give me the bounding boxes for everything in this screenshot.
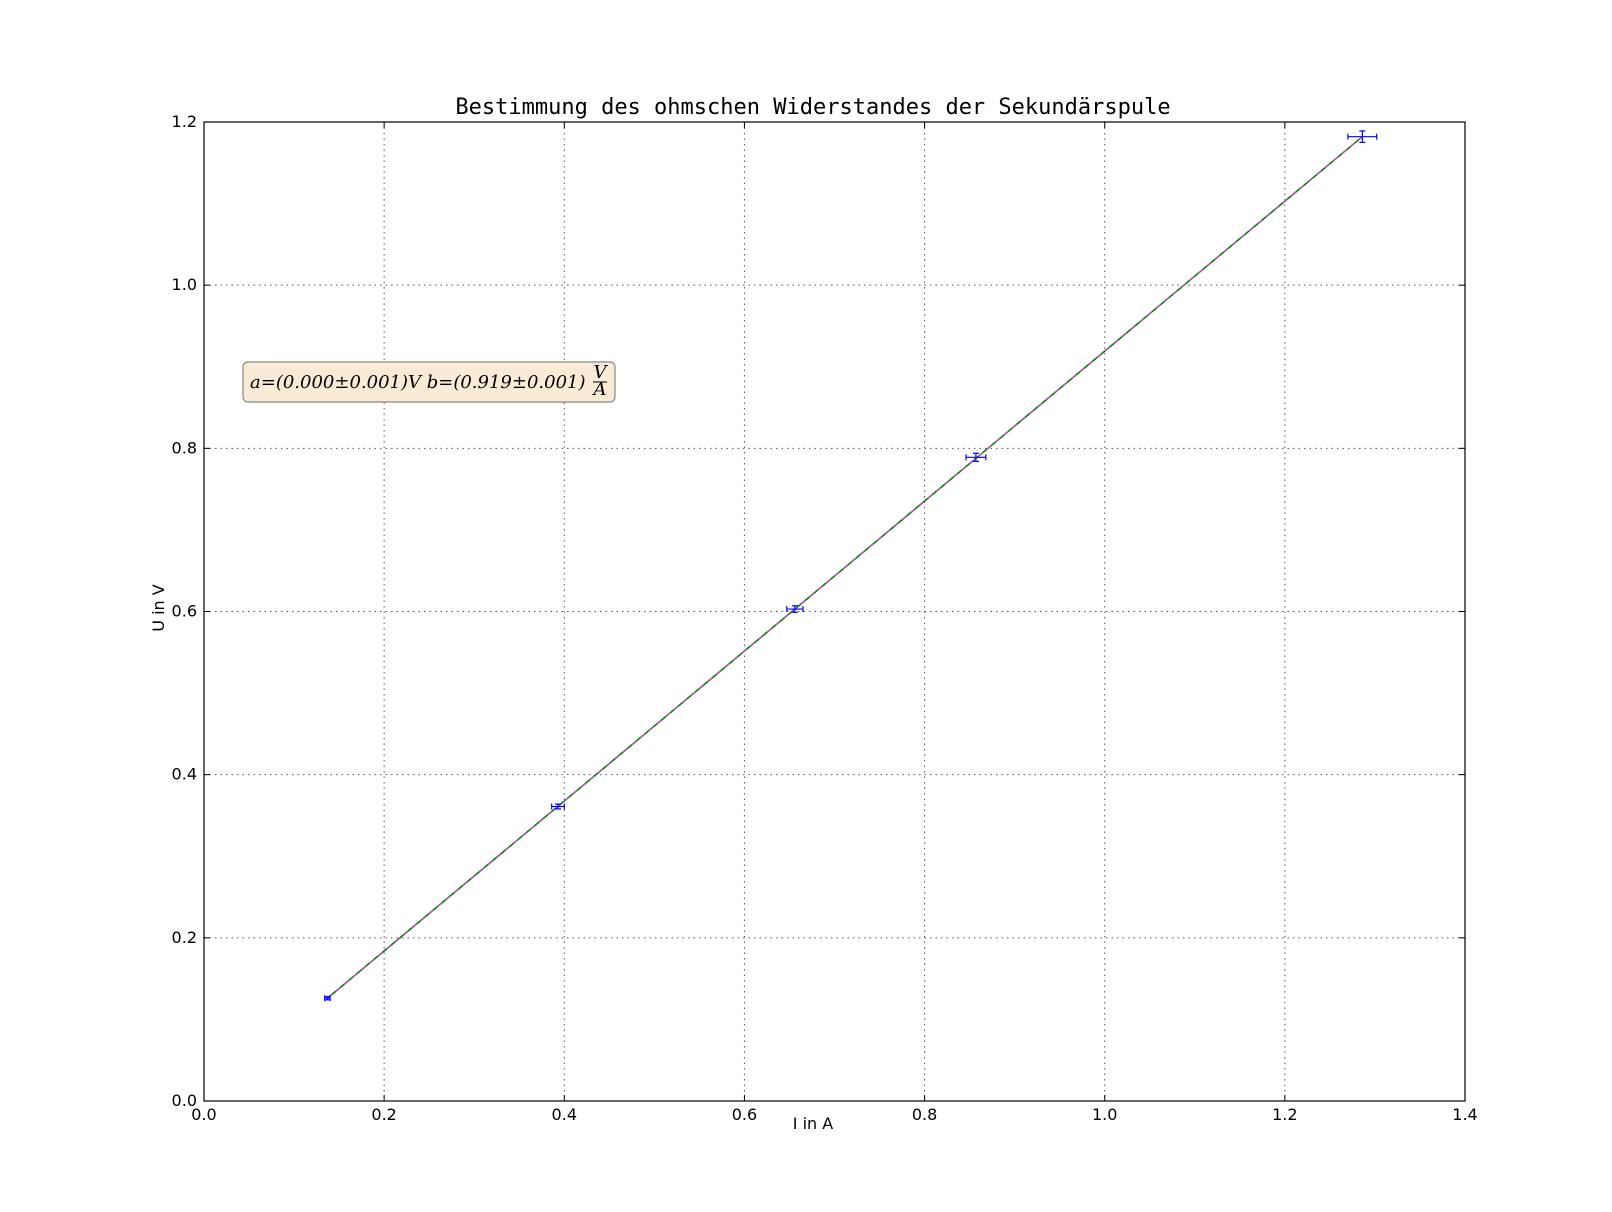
chart-title: Bestimmung des ohmschen Widerstandes der… [455,95,1170,120]
ticks: 0.0 0.2 0.4 0.6 0.8 1.0 1.2 1.4 0.0 0.2 0.4 0.6 0.8 1… [172,112,1478,1124]
x-tick-label: 1.0 [1092,1105,1117,1124]
data-point [551,803,565,810]
data-point [324,995,331,1002]
y-tick-label: 0.2 [172,928,197,947]
fit-parameters-box: a=(0.000±0.001)V b=(0.919±0.001) V A [242,361,616,403]
y-tick-label: 1.2 [172,112,197,131]
unit-numerator: V [594,362,609,383]
x-tick-label: 0.0 [191,1105,216,1124]
plot-frame [203,121,1466,1102]
y-tick-label: 1.0 [172,275,197,294]
data-point [786,605,804,613]
data-points [324,130,1378,1002]
x-tick-label: 0.2 [371,1105,396,1124]
annotation-box [242,361,616,403]
fit-parameters-text: a=(0.000±0.001)V b=(0.919±0.001) [250,372,586,393]
grid [204,122,1465,1101]
x-tick-label: 0.4 [552,1105,577,1124]
unit-denominator: A [592,379,607,400]
y-tick-label: 0.0 [172,1091,197,1110]
y-tick-label: 0.4 [172,765,197,784]
y-axis-label: U in V [149,584,168,631]
y-tick-label: 0.6 [172,602,197,621]
x-tick-label: 0.6 [732,1105,757,1124]
x-tick-label: 0.8 [912,1105,937,1124]
x-axis-label: I in A [793,1114,833,1133]
y-tick-label: 0.8 [172,438,197,457]
fit-lines [326,136,1363,999]
x-tick-label: 1.4 [1452,1105,1477,1124]
dashed-reference-line [327,136,1363,999]
data-point [965,452,987,462]
x-tick-label: 1.2 [1272,1105,1297,1124]
data-point [1347,130,1378,143]
